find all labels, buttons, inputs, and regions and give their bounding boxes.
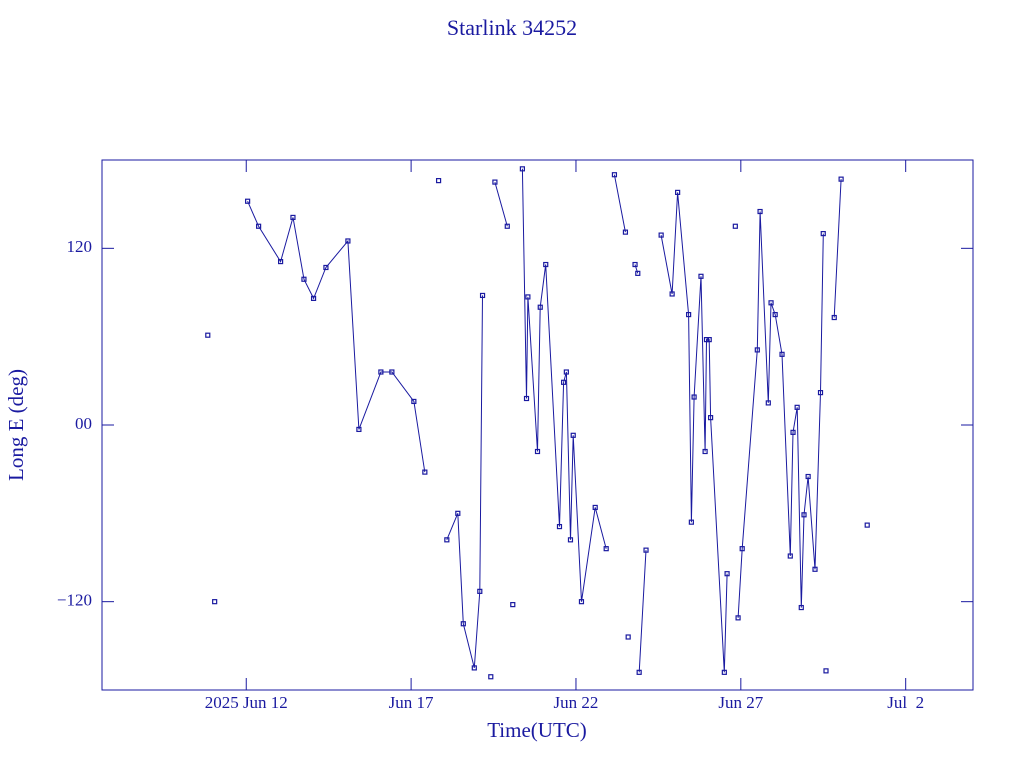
point-marker bbox=[823, 668, 829, 674]
point-marker bbox=[323, 264, 329, 271]
chart-title: Starlink 34252 bbox=[447, 15, 577, 40]
point-marker bbox=[455, 510, 461, 516]
point-marker bbox=[523, 395, 530, 402]
point-marker bbox=[864, 522, 870, 528]
point-marker bbox=[708, 415, 714, 421]
point-marker bbox=[603, 546, 609, 552]
point-marker bbox=[310, 295, 317, 301]
point-marker bbox=[632, 261, 638, 268]
point-marker bbox=[787, 553, 793, 559]
point-marker bbox=[658, 232, 664, 238]
point-marker bbox=[636, 669, 642, 675]
point-marker bbox=[765, 400, 771, 406]
point-marker bbox=[801, 512, 807, 518]
point-marker bbox=[768, 300, 774, 306]
point-marker bbox=[794, 404, 800, 410]
y-tick-label: −120 bbox=[57, 591, 92, 610]
point-marker bbox=[537, 304, 543, 310]
x-axis-title: Time(UTC) bbox=[487, 718, 587, 742]
point-marker bbox=[691, 394, 697, 400]
point-marker bbox=[790, 429, 796, 435]
point-marker bbox=[510, 602, 516, 608]
point-marker bbox=[356, 426, 362, 433]
point-marker bbox=[820, 231, 826, 237]
point-marker bbox=[563, 369, 569, 375]
point-marker bbox=[570, 432, 576, 438]
y-tick-label: 120 bbox=[67, 237, 93, 256]
point-marker bbox=[471, 665, 477, 671]
point-marker bbox=[345, 238, 351, 244]
point-marker bbox=[805, 473, 811, 480]
point-marker bbox=[669, 291, 675, 297]
y-tick-label: 00 bbox=[75, 414, 92, 433]
point-marker bbox=[534, 448, 541, 455]
point-marker bbox=[838, 176, 844, 182]
point-marker bbox=[643, 547, 649, 553]
point-marker bbox=[378, 369, 384, 375]
point-marker bbox=[492, 179, 498, 185]
point-marker bbox=[698, 273, 704, 279]
point-marker bbox=[277, 258, 284, 265]
point-marker bbox=[702, 448, 708, 455]
point-marker bbox=[732, 223, 738, 229]
point-marker bbox=[256, 223, 262, 229]
point-marker bbox=[479, 292, 486, 299]
point-marker bbox=[675, 189, 681, 195]
point-marker bbox=[411, 398, 417, 405]
point-marker bbox=[301, 276, 307, 282]
point-marker bbox=[798, 604, 804, 611]
point-marker bbox=[779, 351, 785, 357]
point-marker bbox=[686, 311, 692, 318]
point-marker bbox=[592, 504, 598, 511]
point-marker bbox=[567, 537, 574, 543]
point-marker bbox=[477, 588, 483, 594]
point-marker bbox=[422, 469, 428, 475]
plot-area bbox=[205, 166, 870, 680]
point-marker bbox=[488, 674, 494, 680]
point-marker bbox=[290, 214, 296, 221]
point-marker bbox=[212, 599, 218, 605]
point-marker bbox=[556, 523, 563, 530]
point-marker bbox=[460, 621, 466, 627]
point-marker bbox=[625, 634, 631, 640]
point-marker bbox=[739, 546, 745, 552]
point-marker bbox=[706, 337, 712, 343]
point-marker bbox=[435, 178, 442, 184]
point-marker bbox=[757, 208, 763, 215]
point-marker bbox=[389, 369, 395, 375]
point-marker bbox=[754, 347, 760, 353]
x-tick-label: 2025 Jun 12 bbox=[205, 693, 288, 712]
point-marker bbox=[245, 198, 251, 204]
point-marker bbox=[724, 571, 730, 577]
point-marker bbox=[578, 599, 585, 605]
point-marker bbox=[504, 223, 510, 229]
y-axis-title: Long E (deg) bbox=[4, 369, 28, 481]
point-marker bbox=[817, 390, 824, 396]
point-marker bbox=[735, 615, 741, 621]
point-marker bbox=[831, 314, 837, 321]
series-line bbox=[248, 169, 868, 673]
point-marker bbox=[688, 519, 694, 525]
x-tick-label: Jun 27 bbox=[718, 693, 763, 712]
point-marker bbox=[812, 566, 818, 572]
point-marker bbox=[611, 172, 618, 178]
point-marker bbox=[635, 270, 641, 276]
x-tick-label: Jun 22 bbox=[554, 693, 599, 712]
point-marker bbox=[721, 669, 727, 675]
point-marker bbox=[525, 294, 531, 300]
x-tick-label: Jun 17 bbox=[389, 693, 434, 712]
point-marker bbox=[561, 379, 567, 385]
point-marker bbox=[519, 166, 525, 172]
x-tick-label: Jul 2 bbox=[887, 693, 924, 712]
point-marker bbox=[703, 337, 710, 343]
point-marker bbox=[622, 229, 629, 235]
point-marker bbox=[444, 537, 450, 543]
point-marker bbox=[772, 311, 778, 318]
point-marker bbox=[205, 332, 211, 338]
point-marker bbox=[543, 261, 549, 268]
